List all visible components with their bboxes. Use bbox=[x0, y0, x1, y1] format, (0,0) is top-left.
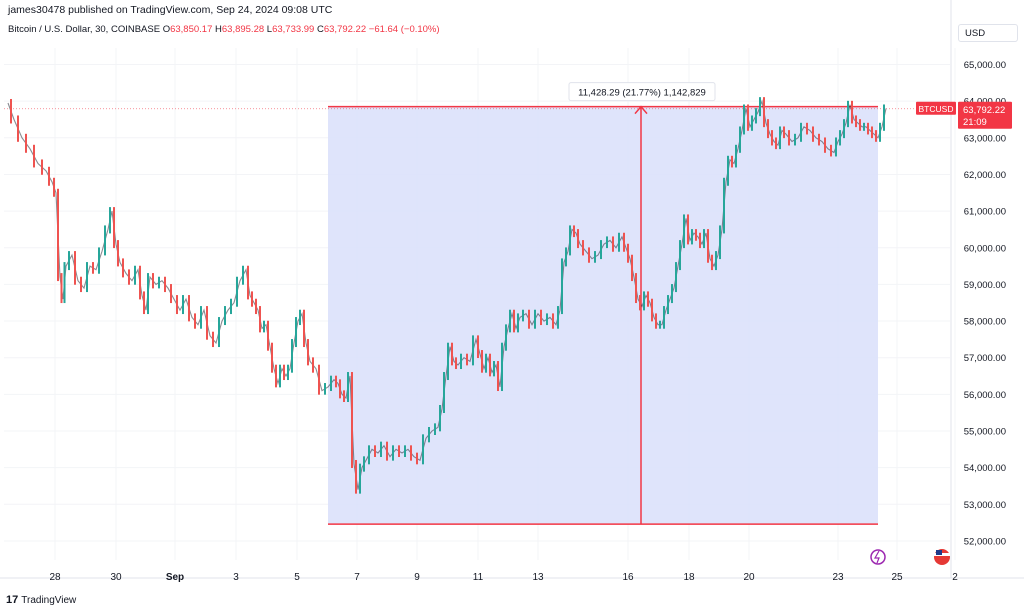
x-tick-label: 3 bbox=[233, 572, 239, 583]
tradingview-logo-icon: 17 bbox=[6, 594, 19, 606]
last-price-value: 63,792.22 bbox=[963, 105, 1005, 116]
x-tick-label: 7 bbox=[354, 572, 360, 583]
currency-button[interactable]: USD bbox=[958, 24, 1018, 42]
countdown-value: 21:09 bbox=[963, 117, 987, 128]
y-tick-label: 57,000.00 bbox=[964, 353, 1006, 364]
x-tick-label: 2 bbox=[952, 572, 958, 583]
measure-area bbox=[328, 106, 878, 525]
x-tick-label: 28 bbox=[49, 572, 61, 583]
x-tick-label: 20 bbox=[743, 572, 755, 583]
symbol-tag-box bbox=[916, 101, 956, 115]
y-tick-label: 59,000.00 bbox=[964, 280, 1006, 291]
x-tick-label: 25 bbox=[891, 572, 903, 583]
open-value: 63,850.17 bbox=[170, 24, 213, 35]
measure-label: 11,428.29 (21.77%) 1,142,829 bbox=[578, 88, 706, 99]
high-label: H bbox=[215, 24, 222, 35]
y-tick-label: 56,000.00 bbox=[964, 390, 1006, 401]
measure-label-box bbox=[568, 82, 716, 102]
x-tick-label: 18 bbox=[683, 572, 695, 583]
close-value: 63,792.22 bbox=[323, 24, 367, 35]
x-tick-label: 30 bbox=[110, 572, 122, 583]
footer: 17 TradingView bbox=[6, 594, 76, 606]
x-tick-label: 9 bbox=[414, 572, 420, 583]
measure-arrow-head bbox=[634, 105, 648, 115]
symbol-name: Bitcoin / U.S. Dollar, 30, COINBASE bbox=[8, 24, 161, 35]
x-tick-label: 13 bbox=[532, 572, 544, 583]
symbol-legend: Bitcoin / U.S. Dollar, 30, COINBASE O63,… bbox=[8, 24, 440, 35]
x-tick-label: 5 bbox=[294, 572, 300, 583]
y-tick-label: 62,000.00 bbox=[964, 170, 1006, 181]
published-line: james30478 published on TradingView.com,… bbox=[8, 4, 333, 16]
low-label: L bbox=[266, 24, 273, 35]
change-value: −61.64 (−0.10%) bbox=[368, 24, 440, 35]
y-tick-label: 53,000.00 bbox=[964, 500, 1006, 511]
high-value: 63,895.28 bbox=[221, 24, 265, 35]
y-tick-label: 58,000.00 bbox=[964, 317, 1006, 328]
footer-brand: TradingView bbox=[21, 594, 77, 606]
y-tick-label: 65,000.00 bbox=[964, 60, 1006, 71]
open-label: O bbox=[162, 24, 171, 35]
x-tick-label: Sep bbox=[166, 572, 184, 583]
lightning-bolt-icon bbox=[873, 550, 880, 564]
symbol-tag: BTCUSD bbox=[919, 104, 954, 114]
us-flag-canton-icon bbox=[936, 550, 942, 555]
y-tick-label: 54,000.00 bbox=[964, 463, 1006, 474]
low-value: 63,733.99 bbox=[272, 24, 315, 35]
x-tick-label: 23 bbox=[832, 572, 844, 583]
y-tick-label: 52,000.00 bbox=[964, 536, 1006, 547]
close-label: C bbox=[316, 24, 324, 35]
y-tick-label: 55,000.00 bbox=[964, 427, 1006, 438]
lightning-icon[interactable] bbox=[870, 549, 886, 565]
x-tick-label: 11 bbox=[473, 572, 484, 583]
y-tick-label: 61,000.00 bbox=[964, 207, 1006, 218]
y-tick-label: 60,000.00 bbox=[964, 243, 1006, 254]
x-tick-label: 16 bbox=[622, 572, 634, 583]
last-price-box bbox=[958, 101, 1012, 129]
y-tick-label: 63,000.00 bbox=[964, 133, 1006, 144]
